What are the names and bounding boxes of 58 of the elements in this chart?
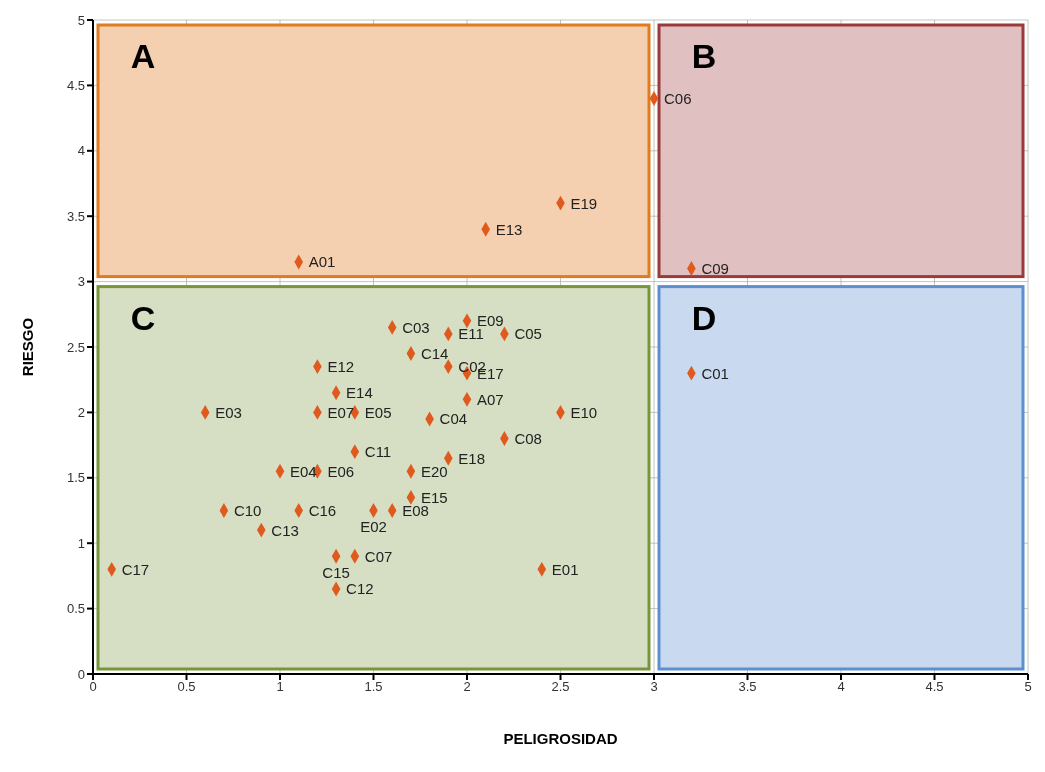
x-tick-label: 4.5 [925,679,944,695]
y-tick-label: 4 [77,143,85,159]
annotation: C [130,298,156,337]
y-tick-label: 2 [77,405,85,421]
annotation: C03 [402,318,430,336]
annotation: E03 [215,403,242,421]
x-tick-label: 1 [276,679,284,695]
annotation: C14 [420,345,449,363]
annotation: C12 [346,580,374,598]
annotation: C07 [364,547,393,565]
annotation: C13 [271,521,299,539]
x-tick-label: 4 [837,679,845,695]
annotation: C04 [439,410,468,428]
annotation: E10 [570,403,598,421]
y-tick-label: 1 [77,535,85,551]
x-axis-title: PELIGROSIDAD [503,730,618,747]
x-tick-label: 1.5 [364,679,383,695]
annotation: E20 [420,462,448,480]
annotation: A01 [308,253,336,271]
annotation: C05 [514,325,542,343]
annotation: C11 [364,443,392,461]
y-axis-title: RIESGO [19,317,37,377]
y-tick-label: 0 [77,666,85,682]
annotation: D [691,298,717,337]
x-tick-label: 3.5 [738,679,757,695]
annotation: E19 [570,194,598,212]
annotation: C06 [664,89,692,107]
x-tick-label: 5 [1024,679,1032,695]
annotation: C16 [308,502,337,519]
y-tick-label: 1.5 [66,470,85,486]
annotation: C15 [322,563,350,581]
annotation: E12 [327,358,355,376]
x-tick-label: 2 [463,679,471,695]
annotation: E05 [364,403,392,421]
annotation: A07 [477,390,504,408]
annotation: C17 [121,560,150,578]
y-tick-label: 5 [77,12,85,28]
annotation: E14 [346,384,373,402]
annotation: B [691,37,717,75]
y-tick-label: 4.5 [66,78,85,94]
annotation: C01 [701,364,729,382]
annotation: E01 [551,560,579,578]
x-tick-label: 0.5 [177,679,196,695]
y-tick-label: 3.5 [66,208,85,224]
y-tick-label: 0.5 [66,601,85,617]
annotation: A [130,37,156,75]
annotation: E13 [495,220,523,238]
x-tick-label: 0 [89,679,97,695]
annotation: E02 [360,518,387,535]
x-tick-label: 3 [650,679,658,695]
y-tick-label: 2.5 [66,339,85,355]
annotation: C09 [701,260,729,278]
annotation: E06 [327,462,355,480]
annotation: E18 [458,449,485,467]
y-tick-label: 3 [77,274,85,290]
x-tick-label: 2.5 [551,679,570,695]
annotation: C08 [514,430,542,448]
annotation: C10 [233,502,262,519]
